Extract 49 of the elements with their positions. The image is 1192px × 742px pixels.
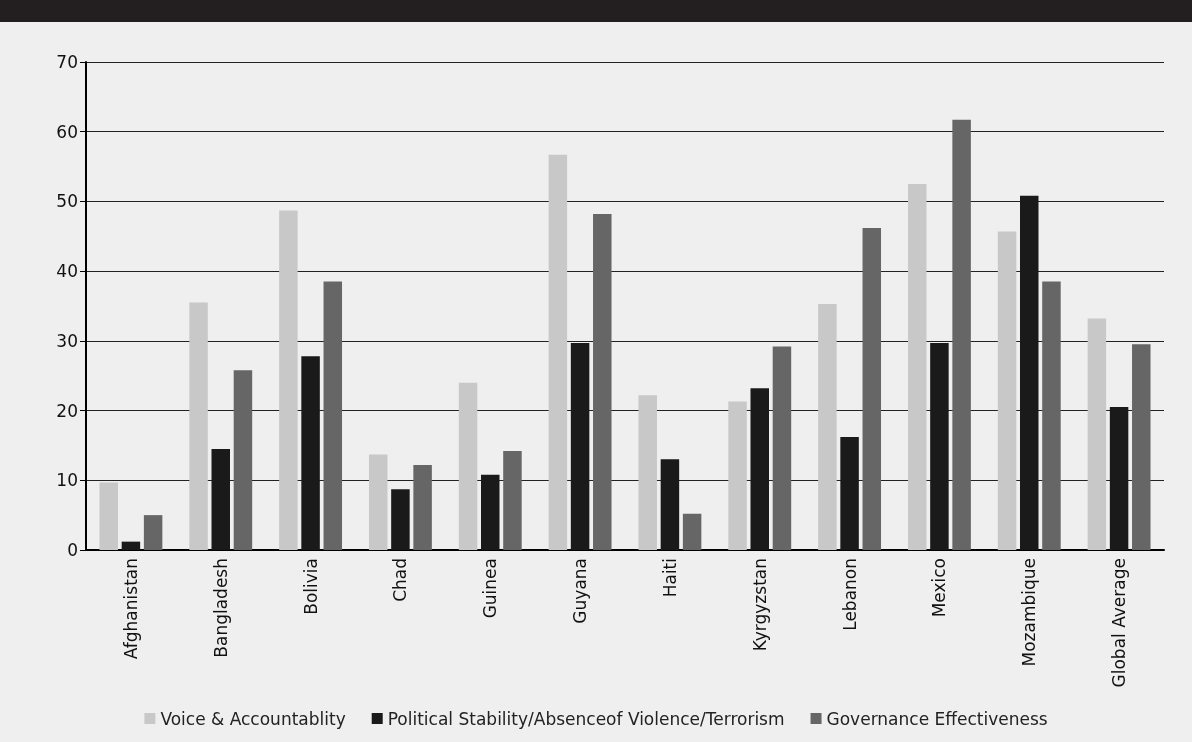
y-tick-label: 10: [56, 470, 78, 491]
bar: [189, 302, 208, 550]
bar: [413, 464, 432, 550]
y-tick-label: 70: [56, 52, 78, 72]
x-tick-label: Bangladesh: [210, 558, 231, 658]
bar: [323, 281, 343, 550]
x-tick-label: Guyana: [570, 558, 591, 624]
y-tick-label: 60: [56, 121, 78, 142]
x-tick-label: Mexico: [929, 558, 950, 618]
y-tick-label: 30: [56, 330, 78, 351]
bar: [391, 489, 410, 550]
bar: [503, 451, 522, 550]
x-tick-label: Mozambique: [1019, 558, 1040, 667]
bar: [638, 395, 657, 550]
bar: [99, 482, 118, 550]
bar: [143, 515, 163, 550]
bar: [1132, 344, 1151, 550]
bar: [368, 454, 388, 550]
x-tick-label: Global Average: [1109, 558, 1130, 688]
x-tick-label: Kyrgyzstan: [749, 558, 770, 652]
bar: [682, 513, 702, 550]
x-tick-label: Chad: [390, 558, 411, 602]
legend-label: Governance Effectiveness: [826, 708, 1048, 729]
y-tick-label: 0: [67, 540, 78, 560]
bar: [1087, 318, 1107, 550]
bar: [772, 346, 792, 550]
y-tick-label: 20: [56, 400, 78, 421]
x-tick-label: Lebanon: [839, 558, 860, 631]
x-tick-label: Bolivia: [300, 558, 321, 615]
bar: [548, 154, 568, 550]
x-tick-label: Haiti: [659, 558, 680, 598]
bar: [1042, 281, 1061, 550]
bar: [862, 227, 882, 550]
bar: [233, 370, 253, 550]
x-tick-label: Afghanistan: [120, 558, 141, 660]
bar: [279, 210, 298, 550]
bar: [458, 382, 478, 550]
bar: [997, 231, 1017, 550]
x-tick-label: Guinea: [480, 558, 501, 619]
y-tick-label: 50: [56, 191, 78, 212]
legend-label: Political Stability/Absenceof Violence/Terrorism: [387, 708, 785, 729]
bar: [907, 184, 927, 550]
y-tick-label: 40: [56, 261, 78, 282]
legend-label: Voice & Accountablity: [160, 708, 346, 729]
bar: [952, 119, 971, 550]
bar: [121, 541, 141, 550]
bar: [818, 303, 837, 550]
bar: [728, 401, 747, 550]
bar: [593, 213, 612, 550]
